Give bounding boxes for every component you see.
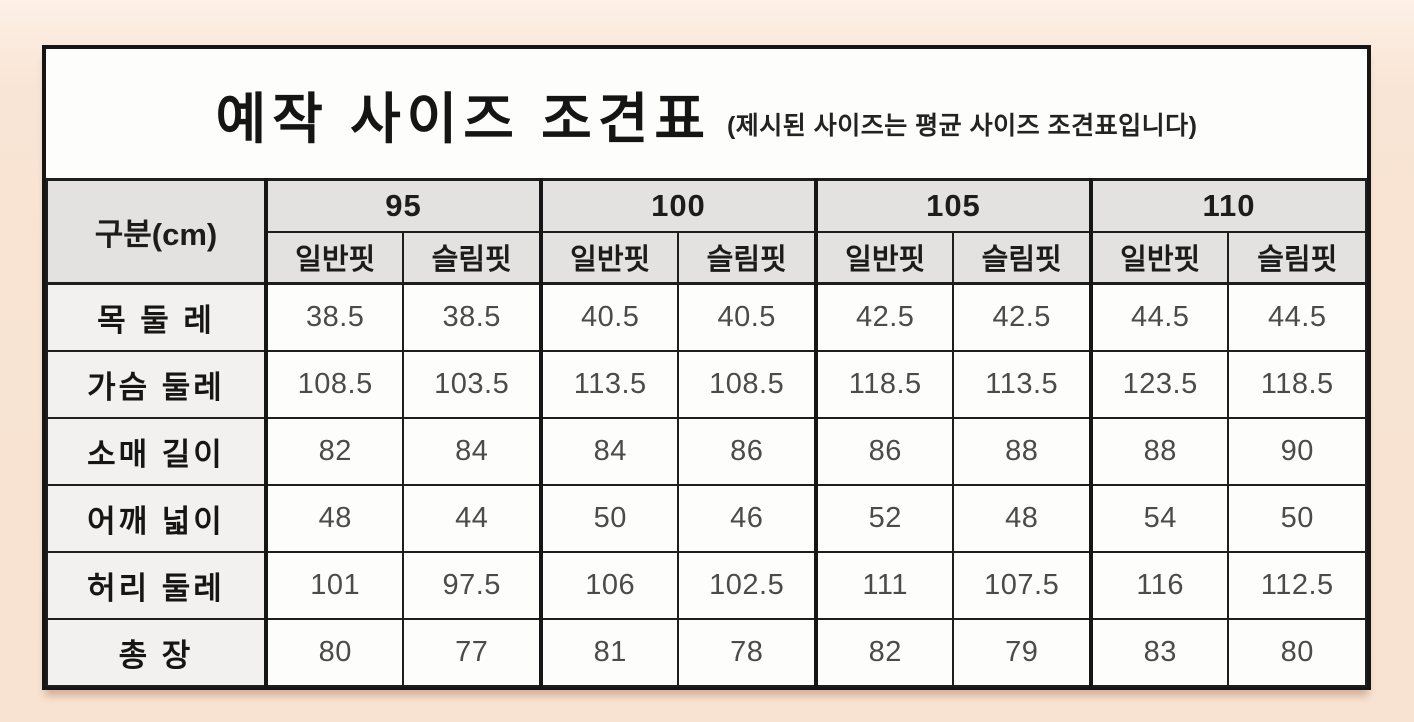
table-row-total-length: 총 장 80 77 81 78 82 79 83 80 [46, 617, 1367, 687]
value-cell: 40.5 [538, 282, 680, 352]
fit-header-row: 일반핏 슬림핏 일반핏 슬림핏 일반핏 슬림핏 일반핏 슬림핏 [47, 230, 1367, 285]
row-label-neck: 목 둘 레 [46, 282, 267, 352]
row-label-sleeve: 소매 길이 [46, 416, 267, 486]
size-header-row: 구분(cm) 95 100 105 110 [46, 178, 1368, 285]
value-cell: 108.5 [677, 349, 817, 419]
value-cell: 50 [538, 483, 680, 553]
size-chart-table: 구분(cm) 95 100 105 110 일반핏 슬림핏 일반핏 슬림핏 일반… [46, 178, 1368, 687]
fit-header-slim-105: 슬림핏 [952, 230, 1092, 285]
value-cell: 46 [677, 483, 817, 553]
size-chart-sheet: 예작 사이즈 조견표 (제시된 사이즈는 평균 사이즈 조견표입니다) 구분(c… [42, 45, 1371, 690]
value-cell: 44.5 [1227, 282, 1367, 352]
size-group-header-95: 95 [263, 178, 542, 233]
value-cell: 118.5 [1227, 349, 1367, 419]
value-cell: 111 [813, 550, 955, 620]
corner-header-cell: 구분(cm) [46, 178, 267, 285]
title-bar: 예작 사이즈 조견표 (제시된 사이즈는 평균 사이즈 조견표입니다) [46, 49, 1367, 178]
row-label-total-length: 총 장 [46, 617, 267, 687]
value-cell: 88 [1088, 416, 1230, 486]
fit-header-regular-95: 일반핏 [263, 230, 405, 285]
value-cell: 38.5 [402, 282, 542, 352]
table-row-neck: 목 둘 레 38.5 38.5 40.5 40.5 42.5 42.5 44.5… [46, 282, 1367, 352]
table-row-chest: 가슴 둘레 108.5 103.5 113.5 108.5 118.5 113.… [46, 349, 1367, 419]
fit-header-slim-110: 슬림핏 [1227, 230, 1367, 285]
value-cell: 44 [402, 483, 542, 553]
value-cell: 83 [1088, 617, 1230, 687]
value-cell: 84 [538, 416, 680, 486]
value-cell: 81 [538, 617, 680, 687]
table-row-waist: 허리 둘레 101 97.5 106 102.5 111 107.5 116 1… [46, 550, 1367, 620]
value-cell: 90 [1227, 416, 1367, 486]
value-cell: 84 [402, 416, 542, 486]
value-cell: 118.5 [813, 349, 955, 419]
fit-header-regular-105: 일반핏 [813, 230, 955, 285]
value-cell: 123.5 [1088, 349, 1230, 419]
value-cell: 42.5 [952, 282, 1092, 352]
value-cell: 108.5 [263, 349, 405, 419]
row-label-waist: 허리 둘레 [46, 550, 267, 620]
value-cell: 107.5 [952, 550, 1092, 620]
value-cell: 97.5 [402, 550, 542, 620]
value-cell: 77 [402, 617, 542, 687]
value-cell: 112.5 [1227, 550, 1367, 620]
value-cell: 48 [263, 483, 405, 553]
value-cell: 79 [952, 617, 1092, 687]
fit-header-slim-100: 슬림핏 [677, 230, 817, 285]
page-title: 예작 사이즈 조견표 [215, 87, 711, 150]
value-cell: 106 [538, 550, 680, 620]
value-cell: 48 [952, 483, 1092, 553]
value-cell: 80 [263, 617, 405, 687]
value-cell: 50 [1227, 483, 1367, 553]
value-cell: 101 [263, 550, 405, 620]
value-cell: 44.5 [1088, 282, 1230, 352]
value-cell: 113.5 [952, 349, 1092, 419]
value-cell: 52 [813, 483, 955, 553]
fit-header-slim-95: 슬림핏 [402, 230, 542, 285]
value-cell: 82 [263, 416, 405, 486]
value-cell: 103.5 [402, 349, 542, 419]
value-cell: 78 [677, 617, 817, 687]
size-group-header-110: 110 [1088, 178, 1368, 233]
table-row-shoulder: 어깨 넓이 48 44 50 46 52 48 54 50 [46, 483, 1367, 553]
value-cell: 54 [1088, 483, 1230, 553]
fit-header-regular-110: 일반핏 [1088, 230, 1230, 285]
value-cell: 38.5 [263, 282, 405, 352]
table-row-sleeve: 소매 길이 82 84 84 86 86 88 88 90 [46, 416, 1367, 486]
page-subtitle: (제시된 사이즈는 평균 사이즈 조견표입니다) [726, 111, 1198, 140]
value-cell: 82 [813, 617, 955, 687]
value-cell: 116 [1088, 550, 1230, 620]
size-group-header-105: 105 [813, 178, 1092, 233]
value-cell: 88 [952, 416, 1092, 486]
value-cell: 102.5 [677, 550, 817, 620]
row-label-shoulder: 어깨 넓이 [46, 483, 267, 553]
value-cell: 80 [1227, 617, 1367, 687]
row-label-chest: 가슴 둘레 [46, 349, 267, 419]
value-cell: 86 [813, 416, 955, 486]
value-cell: 42.5 [813, 282, 955, 352]
value-cell: 40.5 [677, 282, 817, 352]
fit-header-regular-100: 일반핏 [538, 230, 680, 285]
value-cell: 113.5 [538, 349, 680, 419]
value-cell: 86 [677, 416, 817, 486]
size-group-header-100: 100 [538, 178, 817, 233]
